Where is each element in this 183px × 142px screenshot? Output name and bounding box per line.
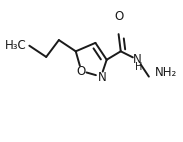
Text: H₃C: H₃C	[5, 39, 27, 52]
Text: O: O	[76, 65, 85, 78]
Text: O: O	[115, 10, 124, 23]
Text: N: N	[97, 71, 106, 84]
Text: H: H	[135, 62, 143, 72]
Text: NH₂: NH₂	[154, 66, 177, 79]
Text: N: N	[133, 53, 142, 66]
